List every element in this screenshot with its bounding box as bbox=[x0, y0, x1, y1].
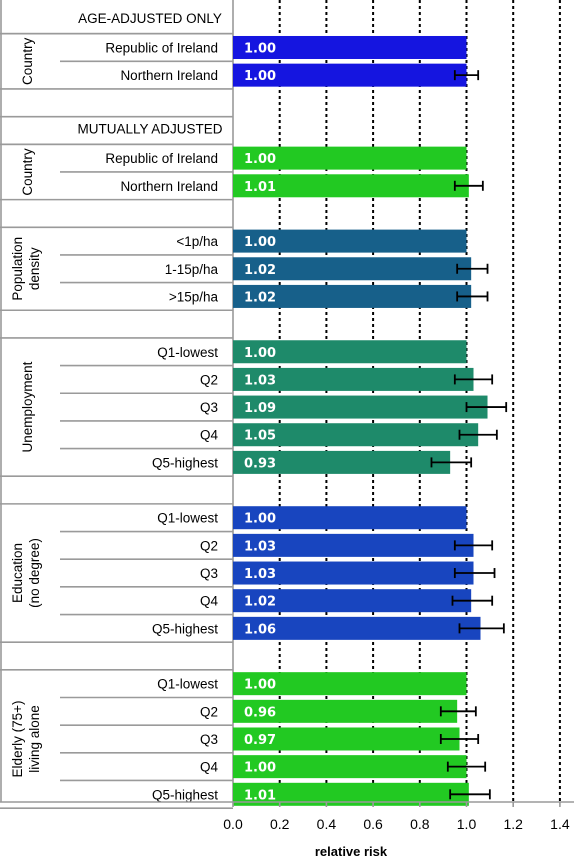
bar-education-no-degree-q3 bbox=[233, 561, 474, 585]
bar-value-label: 1.03 bbox=[244, 539, 276, 554]
bar-value-label: 1.00 bbox=[244, 346, 276, 361]
bar-country-northern-ireland bbox=[233, 63, 467, 87]
bar-elderly-75-living-alone-q5-highest bbox=[233, 782, 469, 806]
row-label-q1-lowest: Q1-lowest bbox=[157, 677, 218, 692]
bar-population-density-1-15p-ha bbox=[233, 257, 472, 281]
bar-unemployment-q3 bbox=[233, 395, 488, 419]
bar-value-label: 1.00 bbox=[244, 41, 276, 56]
group-label-country: Country bbox=[20, 148, 35, 196]
bar-value-label: 1.09 bbox=[244, 401, 276, 416]
bar-unemployment-q1-lowest bbox=[233, 340, 467, 364]
bar-population-density-15p-ha bbox=[233, 284, 472, 308]
label-table: AGE-ADJUSTED ONLY Country Republic of Irel… bbox=[0, 0, 234, 809]
section-title: MUTUALLY ADJUSTED bbox=[77, 121, 222, 136]
row-label-q3: Q3 bbox=[200, 400, 218, 415]
row-label-1-15p-ha: 1-15p/ha bbox=[165, 262, 219, 277]
row-label-q2: Q2 bbox=[200, 704, 218, 719]
row-label-q5-highest: Q5-highest bbox=[152, 787, 218, 802]
bar-value-label: 1.00 bbox=[244, 69, 276, 84]
x-axis: relative risk 0.0 0.2 0.4 0.6 0.8 1.0 1.2 1.4 bbox=[0, 801, 574, 857]
bar-education-no-degree-q4 bbox=[233, 589, 472, 613]
bar-value-label: 1.05 bbox=[244, 429, 276, 444]
bar-elderly-75-living-alone-q1-lowest bbox=[233, 672, 467, 696]
bar-value-label: 1.06 bbox=[244, 622, 276, 637]
x-tick-label-0-4: 0.4 bbox=[317, 816, 337, 832]
bar-value-label: 0.96 bbox=[244, 705, 276, 720]
grid-layer bbox=[278, 0, 561, 802]
row-label-q3: Q3 bbox=[200, 732, 218, 747]
group-label-country: Country bbox=[20, 37, 35, 85]
group-label-elderly-75-living-alone: Elderly (75+) living alone bbox=[10, 701, 42, 778]
bars-layer: 1.00 1.00 1.00 1.01 1.00 1.02 1.02 1.00 1.03 1.09… bbox=[233, 35, 508, 806]
row-label-q2: Q2 bbox=[200, 538, 218, 553]
bar-value-label: 1.01 bbox=[244, 788, 276, 803]
x-tick-label-0-8: 0.8 bbox=[410, 816, 430, 832]
x-tick-label-1-2: 1.2 bbox=[503, 816, 523, 832]
x-axis-title: relative risk bbox=[315, 844, 388, 857]
row-label-republic-of-ireland: Republic of Ireland bbox=[105, 40, 218, 55]
bar-value-label: 1.02 bbox=[244, 263, 276, 278]
bar-value-label: 1.02 bbox=[244, 595, 276, 610]
group-label-population-density: Population density bbox=[10, 237, 42, 301]
bar-value-label: 1.00 bbox=[244, 152, 276, 167]
bar-elderly-75-living-alone-q4 bbox=[233, 755, 467, 779]
bar-education-no-degree-q2 bbox=[233, 533, 474, 557]
row-label-q4: Q4 bbox=[200, 594, 219, 609]
row-label-q3: Q3 bbox=[200, 566, 218, 581]
bar-population-density-1p-ha bbox=[233, 229, 467, 253]
bar-value-label: 1.01 bbox=[244, 180, 276, 195]
row-label-republic-of-ireland: Republic of Ireland bbox=[105, 151, 218, 166]
bar-unemployment-q4 bbox=[233, 423, 479, 447]
bar-country-republic-of-ireland bbox=[233, 146, 467, 170]
bar-unemployment-q2 bbox=[233, 367, 474, 391]
bar-value-label: 0.93 bbox=[244, 456, 276, 471]
bar-country-republic-of-ireland bbox=[233, 35, 467, 59]
bar-value-label: 1.03 bbox=[244, 567, 276, 582]
row-label-q5-highest: Q5-highest bbox=[152, 455, 218, 470]
bar-value-label: 1.03 bbox=[244, 373, 276, 388]
row-label-q5-highest: Q5-highest bbox=[152, 621, 218, 636]
bar-value-label: 1.02 bbox=[244, 290, 276, 305]
bar-value-label: 1.00 bbox=[244, 235, 276, 250]
bar-education-no-degree-q1-lowest bbox=[233, 506, 467, 530]
section-title: AGE-ADJUSTED ONLY bbox=[78, 11, 222, 26]
row-label-1p-ha: <1p/ha bbox=[176, 234, 218, 249]
row-label-northern-ireland: Northern Ireland bbox=[120, 68, 218, 83]
bar-value-label: 1.00 bbox=[244, 512, 276, 527]
row-label-q1-lowest: Q1-lowest bbox=[157, 511, 218, 526]
row-label-northern-ireland: Northern Ireland bbox=[120, 179, 218, 194]
bar-elderly-75-living-alone-q3 bbox=[233, 727, 460, 751]
row-label-q4: Q4 bbox=[200, 760, 219, 775]
row-label-q4: Q4 bbox=[200, 428, 219, 443]
bar-unemployment-q5-highest bbox=[233, 450, 451, 474]
x-tick-label-0-6: 0.6 bbox=[363, 816, 383, 832]
bar-country-northern-ireland bbox=[233, 174, 469, 198]
x-tick-label-1-4: 1.4 bbox=[550, 816, 570, 832]
row-label-q1-lowest: Q1-lowest bbox=[157, 345, 218, 360]
group-label-education-no-degree: Education (no degree) bbox=[10, 538, 42, 608]
x-tick-label-0-2: 0.2 bbox=[270, 816, 290, 832]
bar-value-label: 0.97 bbox=[244, 733, 276, 748]
x-tick-label-1-0: 1.0 bbox=[457, 816, 477, 832]
bar-value-label: 1.00 bbox=[244, 678, 276, 693]
row-label-q2: Q2 bbox=[200, 372, 218, 387]
x-tick-label-0-0: 0.0 bbox=[223, 816, 243, 832]
bar-value-label: 1.00 bbox=[244, 761, 276, 776]
bar-education-no-degree-q5-highest bbox=[233, 616, 481, 640]
bar-elderly-75-living-alone-q2 bbox=[233, 699, 458, 723]
row-label-15p-ha: >15p/ha bbox=[169, 289, 219, 304]
group-label-unemployment: Unemployment bbox=[20, 361, 35, 452]
